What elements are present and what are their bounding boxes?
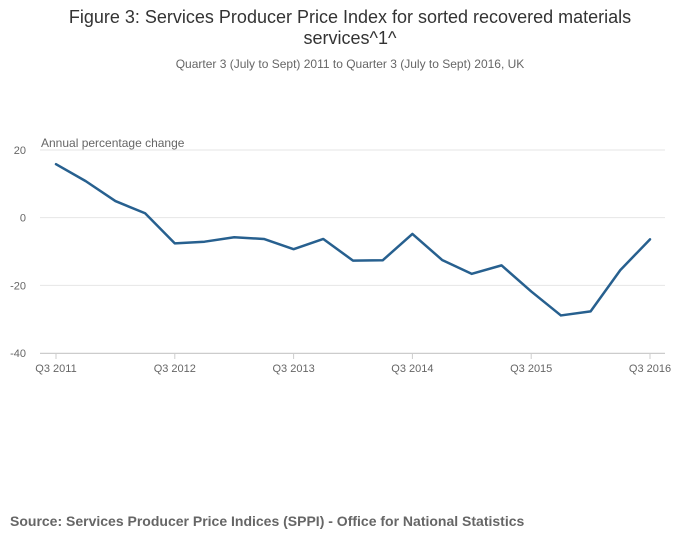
x-tick-label-5: Q3 2016 bbox=[629, 363, 671, 375]
chart-subtitle: Quarter 3 (July to Sept) 2011 to Quarter… bbox=[175, 57, 525, 71]
y-tick-label-2: -20 bbox=[10, 280, 26, 292]
chart-title-line-2: services^1^ bbox=[303, 28, 397, 48]
x-tick-label-3: Q3 2014 bbox=[391, 363, 433, 375]
x-tick-label-2: Q3 2013 bbox=[272, 363, 314, 375]
x-tick-label-0: Q3 2011 bbox=[35, 363, 76, 375]
x-tick-label-4: Q3 2015 bbox=[510, 363, 552, 375]
y-axis-label: Annual percentage change bbox=[41, 136, 185, 150]
series-line-0 bbox=[54, 162, 652, 317]
y-tick-label-0: 20 bbox=[14, 145, 26, 157]
chart-title: Figure 3: Services Producer Price Index … bbox=[0, 7, 700, 49]
y-tick-label-1: 0 bbox=[20, 213, 26, 225]
x-tick-label-1: Q3 2012 bbox=[154, 363, 196, 375]
y-tick-label-3: -40 bbox=[10, 348, 26, 360]
source-note: Source: Services Producer Price Indices … bbox=[10, 513, 525, 529]
chart-title-line-1: Figure 3: Services Producer Price Index … bbox=[68, 7, 632, 27]
